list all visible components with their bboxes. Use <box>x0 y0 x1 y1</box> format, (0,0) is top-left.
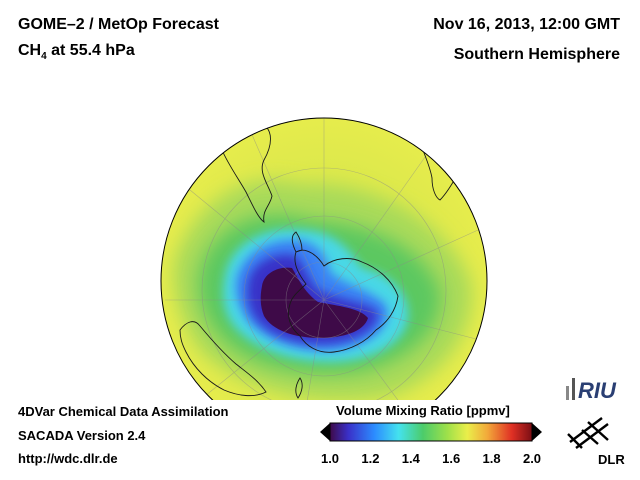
colorbar-tick-1: 1.2 <box>361 451 380 466</box>
globe-outline <box>160 117 488 400</box>
species-base: CH <box>18 42 42 59</box>
graticule <box>165 118 481 400</box>
hemisphere-map <box>160 117 488 400</box>
forecast-datetime: Nov 16, 2013, 12:00 GMT <box>433 16 620 33</box>
dlr-logo: DLR <box>567 417 625 467</box>
colorbar-tick-3: 1.6 <box>442 451 461 466</box>
coast-madagascar <box>469 174 478 194</box>
colorbar-tick-0: 1.0 <box>320 451 340 466</box>
colorbar-gradient <box>329 422 533 442</box>
coast-australia <box>179 321 267 397</box>
species-label: CH4 at 55.4 hPa <box>18 42 135 62</box>
coast-peninsula <box>291 231 303 253</box>
colorbar <box>320 422 542 442</box>
region-label: Southern Hemisphere <box>453 46 620 63</box>
species-subscript: 4 <box>41 51 47 63</box>
colorbar-title: Volume Mixing Ratio [ppmv] <box>336 403 510 418</box>
coast-antarctica <box>288 249 399 353</box>
website-link[interactable]: http://wdc.dlr.de <box>18 451 118 466</box>
colorbar-low-arrow <box>320 423 330 441</box>
colorbar-high-arrow <box>532 423 542 441</box>
colorbar-tick-2: 1.4 <box>401 451 420 466</box>
riu-logo: RIU <box>566 378 617 403</box>
product-title: GOME–2 / MetOp Forecast <box>18 16 219 33</box>
dlr-logo-text: DLR <box>598 452 625 467</box>
riu-logo-bar-2 <box>566 386 569 400</box>
riu-logo-text: RIU <box>578 378 617 403</box>
riu-logo-bar-1 <box>572 378 575 400</box>
species-level: at 55.4 hPa <box>46 42 135 59</box>
colorbar-tick-4: 1.8 <box>482 451 501 466</box>
colorbar-tick-5: 2.0 <box>522 451 542 466</box>
coast-new-zealand <box>295 377 303 399</box>
field-vortex-core <box>260 267 368 338</box>
dlr-logo-mark <box>567 417 609 449</box>
method-label: 4DVar Chemical Data Assimilation <box>18 404 229 419</box>
version-label: SACADA Version 2.4 <box>18 428 146 443</box>
